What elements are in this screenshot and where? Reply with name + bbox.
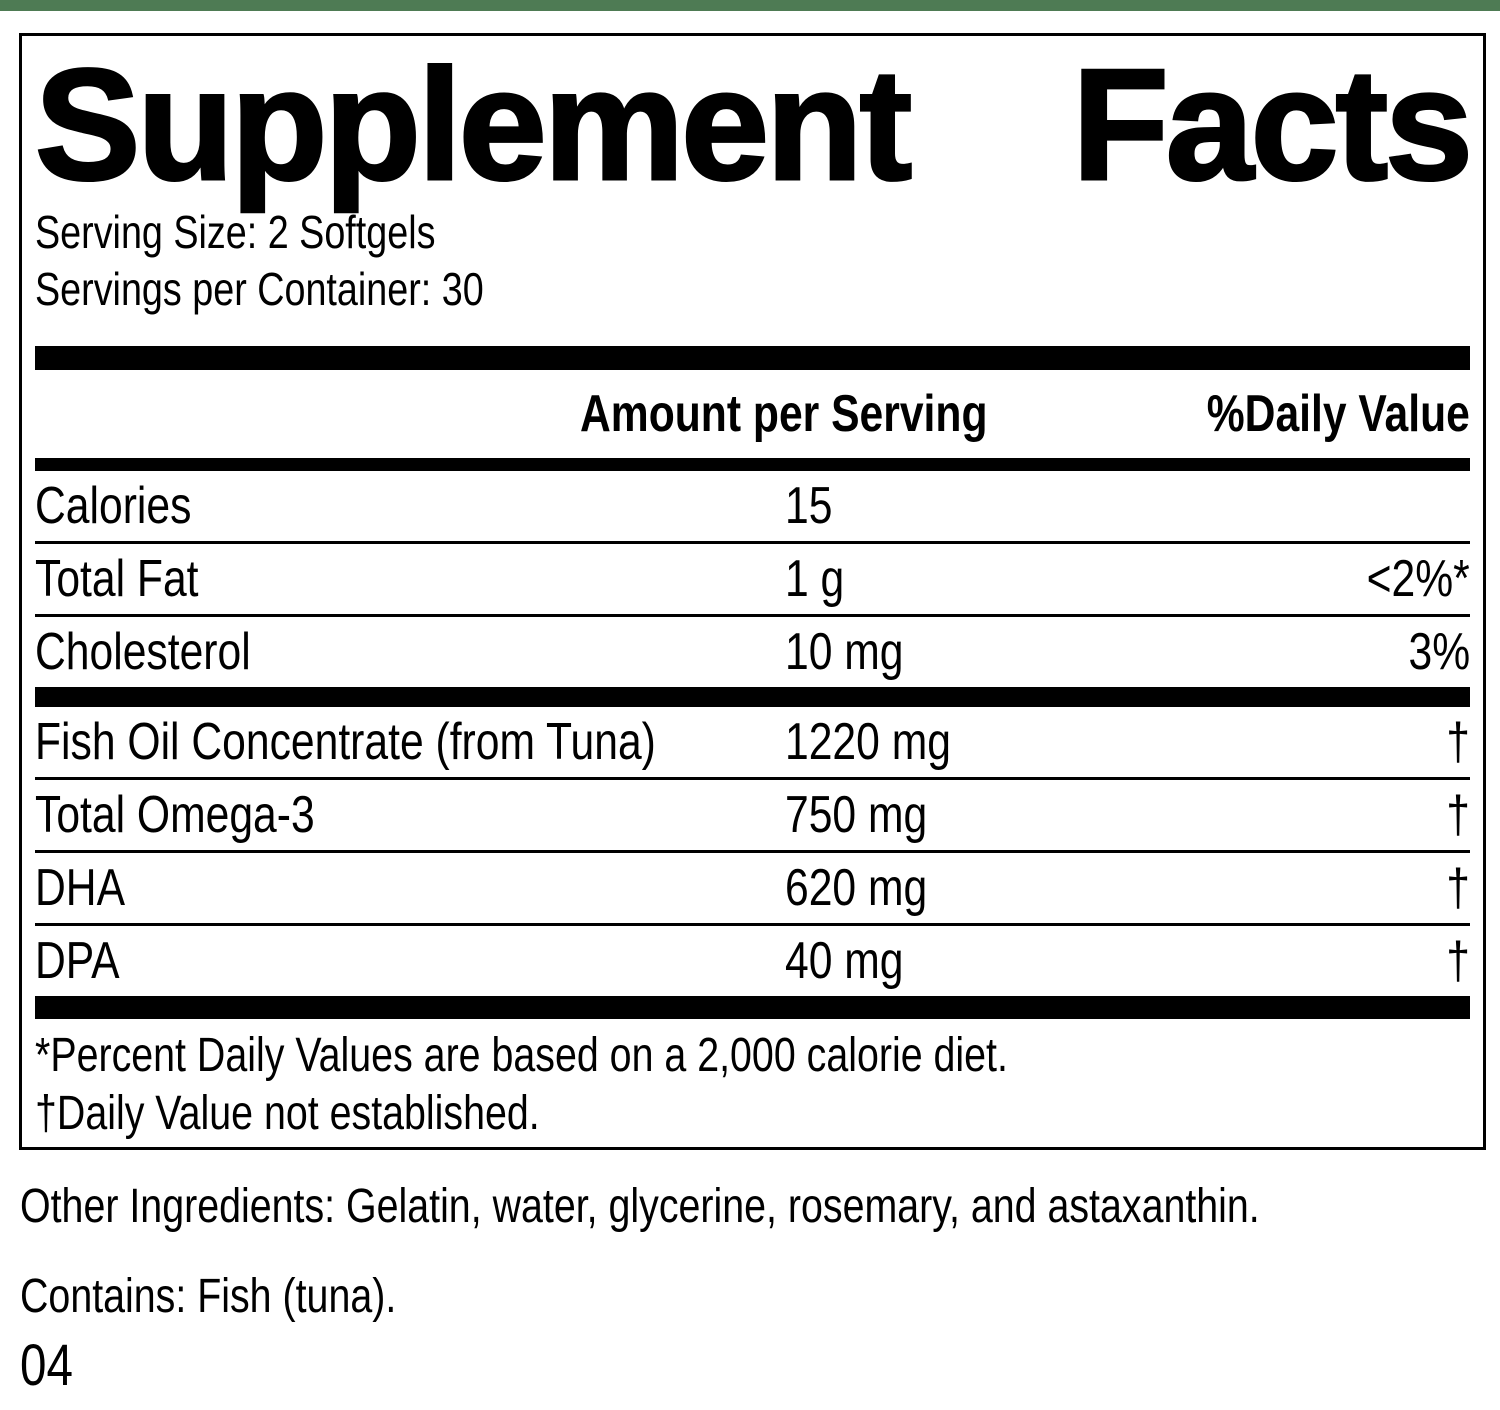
- table-row-total-omega-3: Total Omega-3 750 mg †: [35, 780, 1470, 850]
- row-divider: [35, 541, 1470, 544]
- thick-divider-top: [35, 346, 1470, 370]
- row-label: DHA: [35, 859, 126, 917]
- row-label: Total Omega-3: [35, 786, 315, 844]
- row-label: DPA: [35, 932, 120, 990]
- other-ingredients-line: Other Ingredients: Gelatin, water, glyce…: [20, 1178, 1500, 1236]
- footnotes: *Percent Daily Values are based on a 2,0…: [35, 1027, 1470, 1143]
- lot-code-text: 04: [20, 1333, 73, 1398]
- table-row-dpa: DPA 40 mg †: [35, 926, 1470, 996]
- servings-per-container-text: Servings per Container: 30: [35, 263, 484, 315]
- header-daily-value: %Daily Value: [1206, 385, 1470, 443]
- header-amount-per-serving: Amount per Serving: [580, 385, 988, 443]
- footnote-percent-dv-text: *Percent Daily Values are based on a 2,0…: [35, 1029, 1008, 1082]
- table-header-row: Amount per Serving %Daily Value: [35, 370, 1470, 458]
- row-divider: [35, 850, 1470, 853]
- lot-code: 04: [20, 1336, 85, 1396]
- serving-size-text: Serving Size: 2 Softgels: [35, 206, 436, 258]
- row-amount: 1220 mg: [785, 713, 951, 771]
- thick-divider-middle: [35, 687, 1470, 707]
- row-label: Total Fat: [35, 550, 199, 608]
- row-divider: [35, 777, 1470, 780]
- row-daily-value: †: [1446, 786, 1470, 844]
- serving-size-line: Serving Size: 2 Softgels: [35, 204, 1470, 261]
- row-amount: 15: [785, 477, 833, 535]
- row-amount: 40 mg: [785, 932, 904, 990]
- table-row-calories: Calories 15: [35, 471, 1470, 541]
- row-amount: 1 g: [785, 550, 845, 608]
- panel-title: Supplement Facts: [33, 37, 1475, 213]
- row-amount: 10 mg: [785, 623, 904, 681]
- table-row-cholesterol: Cholesterol 10 mg 3%: [35, 617, 1470, 687]
- footnote-percent-dv: *Percent Daily Values are based on a 2,0…: [35, 1027, 1470, 1085]
- contains-line: Contains: Fish (tuna).: [20, 1268, 479, 1326]
- row-daily-value: 3%: [1408, 623, 1470, 681]
- footnote-dagger-text: †Daily Value not established.: [35, 1087, 540, 1140]
- row-daily-value: <2%*: [1366, 550, 1470, 608]
- row-label: Fish Oil Concentrate (from Tuna): [35, 713, 656, 771]
- row-amount: 620 mg: [785, 859, 928, 917]
- medium-divider-header: [35, 458, 1470, 471]
- table-row-dha: DHA 620 mg †: [35, 853, 1470, 923]
- row-daily-value: †: [1446, 713, 1470, 771]
- table-row-total-fat: Total Fat 1 g <2%*: [35, 544, 1470, 614]
- supplement-facts-panel: Supplement Facts Serving Size: 2 Softgel…: [19, 33, 1486, 1150]
- servings-per-container-line: Servings per Container: 30: [35, 261, 1470, 318]
- top-accent-bar: [0, 0, 1500, 11]
- row-divider: [35, 614, 1470, 617]
- row-daily-value: †: [1446, 932, 1470, 990]
- title-word-supplement: Supplement: [33, 37, 913, 213]
- row-amount: 750 mg: [785, 786, 928, 844]
- row-divider: [35, 923, 1470, 926]
- row-label: Calories: [35, 477, 192, 535]
- footnote-dagger: †Daily Value not established.: [35, 1085, 1470, 1143]
- thick-divider-bottom: [35, 996, 1470, 1019]
- other-ingredients-text: Other Ingredients: Gelatin, water, glyce…: [20, 1180, 1260, 1233]
- title-word-facts: Facts: [1071, 37, 1475, 213]
- table-row-fish-oil-concentrate: Fish Oil Concentrate (from Tuna) 1220 mg…: [35, 707, 1470, 777]
- row-daily-value: †: [1446, 859, 1470, 917]
- row-label: Cholesterol: [35, 623, 251, 681]
- contains-text: Contains: Fish (tuna).: [20, 1270, 397, 1323]
